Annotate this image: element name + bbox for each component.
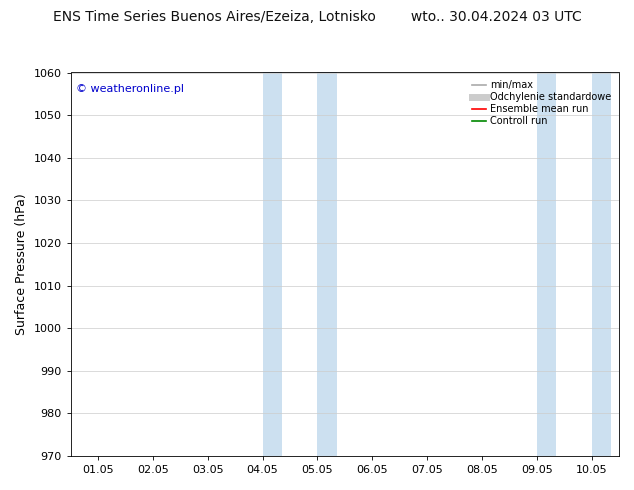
- Y-axis label: Surface Pressure (hPa): Surface Pressure (hPa): [15, 194, 28, 335]
- Legend: min/max, Odchylenie standardowe, Ensemble mean run, Controll run: min/max, Odchylenie standardowe, Ensembl…: [469, 77, 614, 129]
- Text: © weatheronline.pl: © weatheronline.pl: [76, 84, 184, 94]
- Text: ENS Time Series Buenos Aires/Ezeiza, Lotnisko        wto.. 30.04.2024 03 UTC: ENS Time Series Buenos Aires/Ezeiza, Lot…: [53, 10, 581, 24]
- Bar: [318, 73, 337, 456]
- Bar: [592, 73, 611, 456]
- Bar: [262, 73, 281, 456]
- Bar: [537, 73, 556, 456]
